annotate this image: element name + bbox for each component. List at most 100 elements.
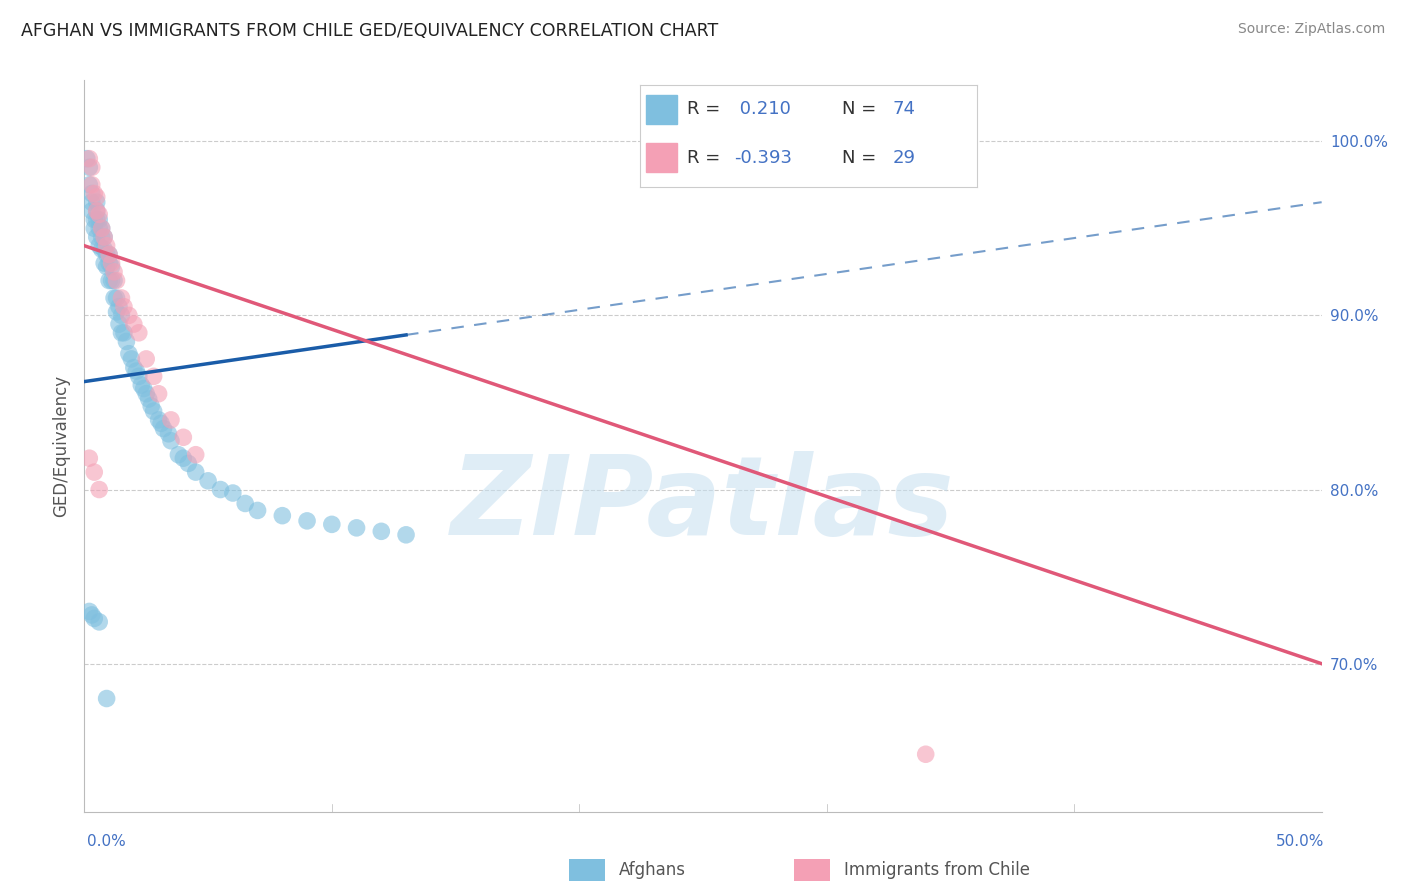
Point [76,152,98,166]
Point [80,178,103,192]
Point [184,448,207,462]
Point [120,351,142,366]
Point [103,274,125,288]
Point [118,347,141,361]
Point [271,508,294,523]
Point [167,448,190,462]
Point [86,190,108,204]
Point [89,238,111,252]
Point [80,607,103,622]
Point [93,242,115,256]
Text: ZIPatlas: ZIPatlas [451,451,955,558]
Point [115,334,138,349]
Point [80,161,103,175]
Point [80,195,103,210]
Point [83,186,105,201]
Point [90,242,112,256]
Point [197,474,219,488]
Point [100,260,122,274]
Text: 74: 74 [893,101,915,119]
Point [89,615,111,629]
Point [90,221,112,235]
Point [222,486,245,500]
Text: -0.393: -0.393 [734,149,792,167]
Point [86,203,108,218]
Point [86,203,108,218]
Point [148,386,170,401]
Point [128,326,150,340]
Point [79,152,101,166]
Text: 0.0%: 0.0% [87,834,127,849]
Text: AFGHAN VS IMMIGRANTS FROM CHILE GED/EQUIVALENCY CORRELATION CHART: AFGHAN VS IMMIGRANTS FROM CHILE GED/EQUI… [21,22,718,40]
Point [152,421,174,435]
Point [370,524,392,539]
Point [118,309,141,323]
Text: R =: R = [688,101,720,119]
Point [160,413,183,427]
Point [93,256,115,270]
Point [83,465,105,479]
Point [233,496,256,510]
Point [135,351,157,366]
Point [141,399,163,413]
Point [150,417,173,431]
Text: Source: ZipAtlas.com: Source: ZipAtlas.com [1237,22,1385,37]
Point [172,451,194,466]
Bar [647,144,676,172]
Point [83,611,105,625]
Point [295,514,318,528]
Point [128,369,150,384]
Point [79,161,101,175]
Point [129,378,152,392]
Text: R =: R = [688,149,720,167]
Point [89,483,111,497]
Point [125,364,148,378]
Point [98,247,121,261]
Point [98,247,121,261]
Bar [647,95,676,124]
Point [105,291,128,305]
Point [110,291,132,305]
Point [93,230,115,244]
Point [142,404,165,418]
Point [86,195,108,210]
Point [89,221,111,235]
Point [89,207,111,221]
Point [157,426,180,441]
Text: N =: N = [842,101,876,119]
Text: 50.0%: 50.0% [1277,834,1324,849]
Point [105,305,128,319]
Text: Afghans: Afghans [619,861,686,879]
Point [132,382,155,396]
Point [108,300,131,314]
Point [98,256,121,270]
Point [142,369,165,384]
Point [346,521,368,535]
Point [172,430,194,444]
Point [80,203,103,218]
Point [246,503,269,517]
Point [89,212,111,227]
Point [96,691,118,706]
Point [98,274,121,288]
Point [83,212,105,227]
Point [110,309,132,323]
Point [80,186,103,201]
Point [138,392,160,406]
Point [96,260,118,274]
Y-axis label: GED/Equivalency: GED/Equivalency [52,375,70,517]
Point [160,434,183,448]
Point [79,451,101,466]
Point [177,457,200,471]
Text: N =: N = [842,149,876,167]
Point [96,238,118,252]
Point [395,528,418,542]
Point [79,178,101,192]
Point [103,265,125,279]
Point [100,274,122,288]
Point [103,291,125,305]
Point [86,212,108,227]
Point [209,483,232,497]
Point [122,360,145,375]
Point [122,317,145,331]
